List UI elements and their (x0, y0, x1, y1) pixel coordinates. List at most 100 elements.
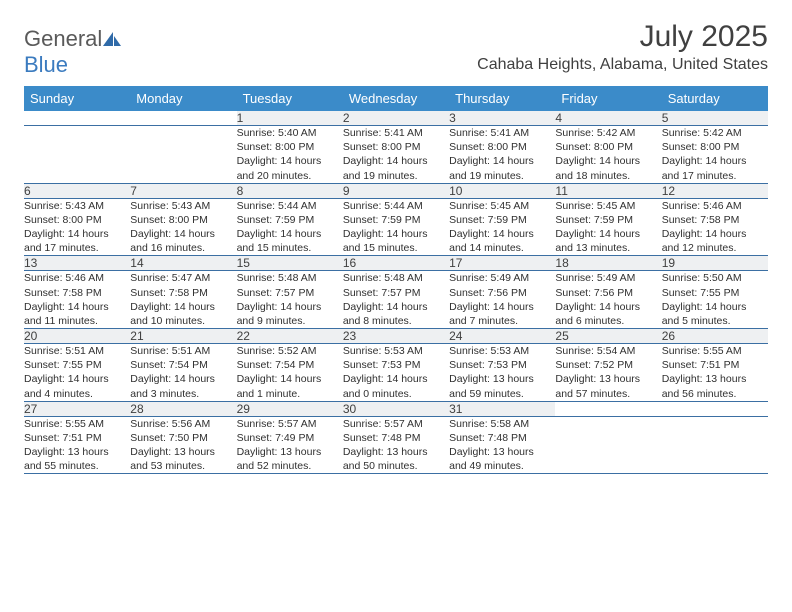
day-body-cell: Sunrise: 5:44 AMSunset: 7:59 PMDaylight:… (343, 198, 449, 256)
weekday-header: Tuesday (237, 86, 343, 111)
daylight-text-1: Daylight: 14 hours (555, 300, 661, 314)
day-body-cell: Sunrise: 5:42 AMSunset: 8:00 PMDaylight:… (555, 126, 661, 184)
sunset-text: Sunset: 8:00 PM (662, 140, 768, 154)
day-body-cell: Sunrise: 5:41 AMSunset: 8:00 PMDaylight:… (343, 126, 449, 184)
day-number-cell: 19 (662, 256, 768, 271)
sunset-text: Sunset: 7:59 PM (237, 213, 343, 227)
sunset-text: Sunset: 7:51 PM (24, 431, 130, 445)
day-body-cell: Sunrise: 5:46 AMSunset: 7:58 PMDaylight:… (24, 271, 130, 329)
sunset-text: Sunset: 7:54 PM (130, 358, 236, 372)
daylight-text-2: and 0 minutes. (343, 387, 449, 401)
sunset-text: Sunset: 7:56 PM (449, 286, 555, 300)
daylight-text-1: Daylight: 14 hours (343, 372, 449, 386)
daylight-text-2: and 10 minutes. (130, 314, 236, 328)
day-body-cell: Sunrise: 5:40 AMSunset: 8:00 PMDaylight:… (237, 126, 343, 184)
day-number-cell (24, 111, 130, 126)
sunset-text: Sunset: 7:58 PM (662, 213, 768, 227)
daylight-text-2: and 57 minutes. (555, 387, 661, 401)
sunrise-text: Sunrise: 5:57 AM (343, 417, 449, 431)
daylight-text-2: and 5 minutes. (662, 314, 768, 328)
daylight-text-1: Daylight: 14 hours (662, 154, 768, 168)
sunset-text: Sunset: 7:55 PM (24, 358, 130, 372)
day-body-cell: Sunrise: 5:52 AMSunset: 7:54 PMDaylight:… (237, 344, 343, 402)
day-body-cell (24, 126, 130, 184)
sunrise-text: Sunrise: 5:49 AM (555, 271, 661, 285)
day-number-cell: 20 (24, 329, 130, 344)
day-body-cell: Sunrise: 5:49 AMSunset: 7:56 PMDaylight:… (555, 271, 661, 329)
sunset-text: Sunset: 7:50 PM (130, 431, 236, 445)
day-body-cell: Sunrise: 5:42 AMSunset: 8:00 PMDaylight:… (662, 126, 768, 184)
sunset-text: Sunset: 7:58 PM (24, 286, 130, 300)
daylight-text-1: Daylight: 14 hours (237, 227, 343, 241)
logo-text-part1: General (24, 26, 102, 51)
sunset-text: Sunset: 7:48 PM (343, 431, 449, 445)
daylight-text-1: Daylight: 14 hours (662, 227, 768, 241)
day-number-cell: 7 (130, 183, 236, 198)
day-body-cell: Sunrise: 5:53 AMSunset: 7:53 PMDaylight:… (449, 344, 555, 402)
sunset-text: Sunset: 8:00 PM (449, 140, 555, 154)
daylight-text-1: Daylight: 14 hours (555, 227, 661, 241)
daylight-text-2: and 52 minutes. (237, 459, 343, 473)
daylight-text-1: Daylight: 14 hours (555, 154, 661, 168)
sunset-text: Sunset: 7:52 PM (555, 358, 661, 372)
daylight-text-2: and 4 minutes. (24, 387, 130, 401)
day-number-cell: 3 (449, 111, 555, 126)
day-body-cell: Sunrise: 5:47 AMSunset: 7:58 PMDaylight:… (130, 271, 236, 329)
daylight-text-1: Daylight: 14 hours (130, 300, 236, 314)
day-number-cell: 1 (237, 111, 343, 126)
day-body-cell: Sunrise: 5:51 AMSunset: 7:54 PMDaylight:… (130, 344, 236, 402)
daylight-text-2: and 59 minutes. (449, 387, 555, 401)
daylight-text-1: Daylight: 13 hours (130, 445, 236, 459)
sunrise-text: Sunrise: 5:51 AM (24, 344, 130, 358)
sunrise-text: Sunrise: 5:43 AM (24, 199, 130, 213)
day-number-cell (130, 111, 236, 126)
weekday-header: Monday (130, 86, 236, 111)
daylight-text-1: Daylight: 14 hours (130, 227, 236, 241)
day-number-row: 2728293031 (24, 401, 768, 416)
daylight-text-2: and 56 minutes. (662, 387, 768, 401)
daylight-text-1: Daylight: 13 hours (237, 445, 343, 459)
day-number-row: 6789101112 (24, 183, 768, 198)
day-body-cell: Sunrise: 5:55 AMSunset: 7:51 PMDaylight:… (24, 416, 130, 474)
daylight-text-2: and 15 minutes. (343, 241, 449, 255)
day-number-cell: 9 (343, 183, 449, 198)
daylight-text-1: Daylight: 14 hours (130, 372, 236, 386)
daylight-text-1: Daylight: 13 hours (449, 445, 555, 459)
page-title: July 2025 (477, 20, 768, 54)
day-body-row: Sunrise: 5:55 AMSunset: 7:51 PMDaylight:… (24, 416, 768, 474)
sunset-text: Sunset: 7:55 PM (662, 286, 768, 300)
daylight-text-2: and 8 minutes. (343, 314, 449, 328)
sunset-text: Sunset: 8:00 PM (237, 140, 343, 154)
day-number-cell (662, 401, 768, 416)
daylight-text-1: Daylight: 14 hours (237, 154, 343, 168)
sunrise-text: Sunrise: 5:40 AM (237, 126, 343, 140)
day-number-cell: 21 (130, 329, 236, 344)
sunset-text: Sunset: 7:51 PM (662, 358, 768, 372)
day-number-cell: 26 (662, 329, 768, 344)
day-number-cell: 11 (555, 183, 661, 198)
sunset-text: Sunset: 8:00 PM (24, 213, 130, 227)
daylight-text-2: and 20 minutes. (237, 169, 343, 183)
location-text: Cahaba Heights, Alabama, United States (477, 56, 768, 74)
day-body-row: Sunrise: 5:46 AMSunset: 7:58 PMDaylight:… (24, 271, 768, 329)
day-body-cell: Sunrise: 5:41 AMSunset: 8:00 PMDaylight:… (449, 126, 555, 184)
day-number-cell: 4 (555, 111, 661, 126)
day-number-cell: 2 (343, 111, 449, 126)
day-number-cell: 28 (130, 401, 236, 416)
daylight-text-2: and 50 minutes. (343, 459, 449, 473)
day-body-cell: Sunrise: 5:56 AMSunset: 7:50 PMDaylight:… (130, 416, 236, 474)
daylight-text-1: Daylight: 14 hours (343, 154, 449, 168)
day-number-cell: 17 (449, 256, 555, 271)
calendar-header-row: SundayMondayTuesdayWednesdayThursdayFrid… (24, 86, 768, 111)
day-number-cell: 24 (449, 329, 555, 344)
day-body-cell: Sunrise: 5:57 AMSunset: 7:48 PMDaylight:… (343, 416, 449, 474)
sunrise-text: Sunrise: 5:55 AM (662, 344, 768, 358)
day-number-row: 20212223242526 (24, 329, 768, 344)
daylight-text-2: and 16 minutes. (130, 241, 236, 255)
day-number-cell: 6 (24, 183, 130, 198)
sunrise-text: Sunrise: 5:41 AM (343, 126, 449, 140)
weekday-header: Friday (555, 86, 661, 111)
day-body-cell: Sunrise: 5:54 AMSunset: 7:52 PMDaylight:… (555, 344, 661, 402)
title-block: July 2025 Cahaba Heights, Alabama, Unite… (477, 20, 768, 74)
sunrise-text: Sunrise: 5:46 AM (662, 199, 768, 213)
